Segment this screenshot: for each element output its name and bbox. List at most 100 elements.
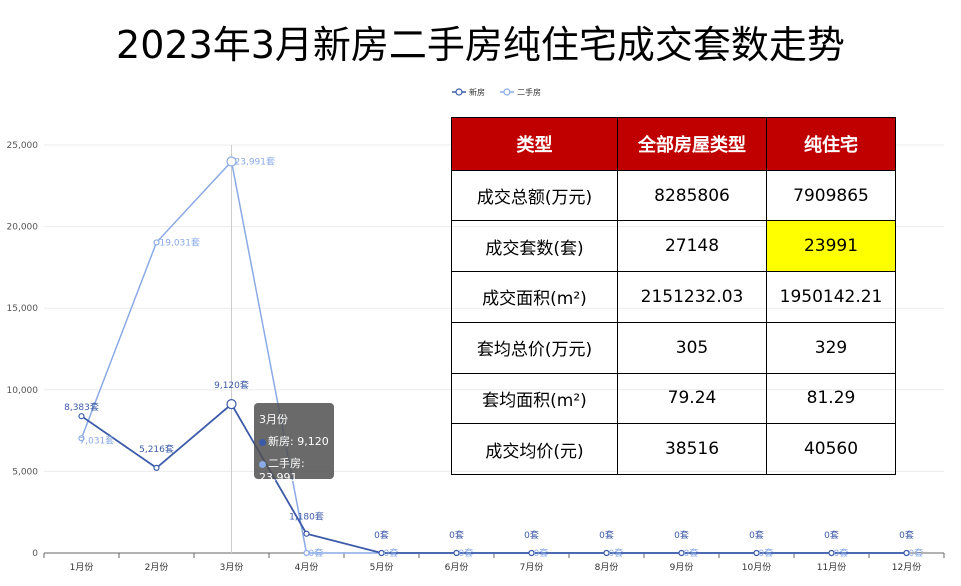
table-cell: 套均总价(万元) bbox=[451, 321, 618, 374]
table-cell: 成交均价(元) bbox=[451, 423, 618, 475]
x-tick-label: 11月份 bbox=[817, 561, 846, 573]
data-label: 0套 bbox=[384, 547, 399, 559]
data-label: 9,120套 bbox=[214, 379, 249, 391]
data-label: 19,031套 bbox=[160, 236, 201, 248]
x-tick-label: 3月份 bbox=[220, 561, 244, 573]
x-tick-label: 9月份 bbox=[670, 561, 694, 573]
data-label: 0套 bbox=[684, 547, 699, 559]
data-point bbox=[528, 549, 535, 557]
highlighted-cell: 23991 bbox=[766, 220, 896, 273]
table-cell: 成交面积(m²) bbox=[451, 271, 618, 323]
legend-marker bbox=[503, 88, 511, 96]
data-point bbox=[678, 549, 685, 557]
tooltip-title: 3月份 bbox=[259, 413, 288, 426]
data-label: 0套 bbox=[824, 529, 839, 541]
data-point bbox=[828, 549, 835, 557]
x-tick-label: 7月份 bbox=[520, 561, 544, 573]
data-point bbox=[378, 549, 385, 557]
data-point bbox=[603, 549, 610, 557]
data-label: 0套 bbox=[524, 529, 539, 541]
table-cell: 1950142.21 bbox=[766, 271, 896, 323]
chart-title: 2023年3月新房二手房纯住宅成交套数走势 bbox=[116, 23, 845, 67]
data-label: 0套 bbox=[449, 529, 464, 541]
data-point bbox=[78, 413, 85, 420]
data-table: 类型 全部房屋类型 纯住宅 成交总额(万元) 8285806 7909865 成… bbox=[451, 117, 896, 475]
tooltip-row-text: 二手房: 23,991 bbox=[259, 457, 305, 484]
data-label: 0套 bbox=[459, 547, 474, 559]
x-tick-label: 10月份 bbox=[742, 561, 771, 573]
data-label: 8,383套 bbox=[64, 401, 99, 413]
table-cell: 2151232.03 bbox=[617, 271, 767, 323]
y-tick-label: 15,000 bbox=[7, 304, 39, 314]
data-point bbox=[153, 239, 160, 246]
series-dot-icon bbox=[259, 438, 266, 446]
table-cell: 38516 bbox=[617, 423, 767, 475]
y-tick-label: 25,000 bbox=[7, 141, 39, 151]
table-header: 纯住宅 bbox=[766, 117, 896, 171]
y-tick-label: 5,000 bbox=[12, 467, 38, 477]
data-label: 0套 bbox=[834, 547, 849, 559]
x-tick-label: 5月份 bbox=[370, 561, 394, 573]
data-label: 0套 bbox=[749, 529, 764, 541]
y-tick-label: 20,000 bbox=[7, 223, 39, 233]
table-row: 成交均价(元) 38516 40560 bbox=[451, 423, 896, 475]
data-point bbox=[226, 399, 237, 410]
table-row: 成交总额(万元) 8285806 7909865 bbox=[451, 169, 896, 222]
table-cell: 成交套数(套) bbox=[451, 220, 618, 273]
data-label: 0套 bbox=[759, 547, 774, 559]
tooltip: 3月份 新房: 9,120 二手房: 23,991 bbox=[254, 403, 334, 484]
x-tick-label: 1月份 bbox=[70, 561, 94, 573]
table-cell: 8285806 bbox=[617, 169, 767, 222]
x-tick-label: 2月份 bbox=[145, 561, 169, 573]
x-tick-label: 6月份 bbox=[445, 561, 469, 573]
table-cell: 40560 bbox=[766, 423, 896, 475]
data-label: 5,216套 bbox=[139, 443, 174, 455]
table-cell: 79.24 bbox=[617, 372, 767, 425]
data-point bbox=[903, 549, 910, 557]
data-point bbox=[78, 435, 85, 442]
table-header: 类型 bbox=[451, 117, 618, 171]
table-header-row: 类型 全部房屋类型 纯住宅 bbox=[451, 117, 896, 171]
data-label: 7,031套 bbox=[80, 434, 115, 446]
x-tick-label: 12月份 bbox=[892, 561, 921, 573]
table-cell: 7909865 bbox=[766, 169, 896, 222]
data-label: 0套 bbox=[674, 529, 689, 541]
table-row: 套均面积(m²) 79.24 81.29 bbox=[451, 372, 896, 425]
data-point bbox=[753, 549, 760, 557]
table-cell: 329 bbox=[766, 321, 896, 374]
data-point bbox=[453, 549, 460, 557]
data-label: 0套 bbox=[899, 529, 914, 541]
table-cell: 成交总额(万元) bbox=[451, 169, 618, 222]
table-cell: 27148 bbox=[617, 220, 767, 273]
tooltip-row-text: 新房: 9,120 bbox=[268, 435, 329, 448]
data-point bbox=[303, 530, 310, 537]
y-tick-label: 10,000 bbox=[7, 386, 39, 396]
legend-label: 二手房 bbox=[517, 87, 541, 97]
x-tick-label: 8月份 bbox=[595, 561, 619, 573]
tooltip-row: 二手房: 23,991 bbox=[259, 455, 334, 484]
legend-label: 新房 bbox=[469, 87, 485, 97]
data-label: 0套 bbox=[374, 529, 389, 541]
series-line bbox=[80, 402, 907, 554]
table-cell: 81.29 bbox=[766, 372, 896, 425]
table-row: 套均总价(万元) 305 329 bbox=[451, 321, 896, 374]
data-label: 23,991套 bbox=[235, 155, 276, 167]
table-cell: 套均面积(m²) bbox=[451, 372, 618, 425]
data-label: 1,180套 bbox=[289, 511, 324, 523]
data-label: 0套 bbox=[909, 547, 924, 559]
x-tick-label: 4月份 bbox=[295, 561, 319, 573]
legend-marker bbox=[455, 88, 463, 96]
data-label: 0套 bbox=[599, 529, 614, 541]
y-tick-label: 0 bbox=[32, 549, 38, 559]
tooltip-row: 新房: 9,120 bbox=[259, 433, 329, 449]
data-label: 0套 bbox=[534, 547, 549, 559]
data-label: 0套 bbox=[609, 547, 624, 559]
table-cell: 305 bbox=[617, 321, 767, 374]
table-header: 全部房屋类型 bbox=[617, 117, 767, 171]
table-row: 成交套数(套) 27148 23991 bbox=[451, 220, 896, 273]
data-point bbox=[303, 549, 310, 557]
data-label: 0套 bbox=[309, 547, 324, 559]
data-point bbox=[226, 156, 237, 167]
data-point bbox=[153, 464, 160, 471]
series-dot-icon bbox=[259, 460, 266, 468]
